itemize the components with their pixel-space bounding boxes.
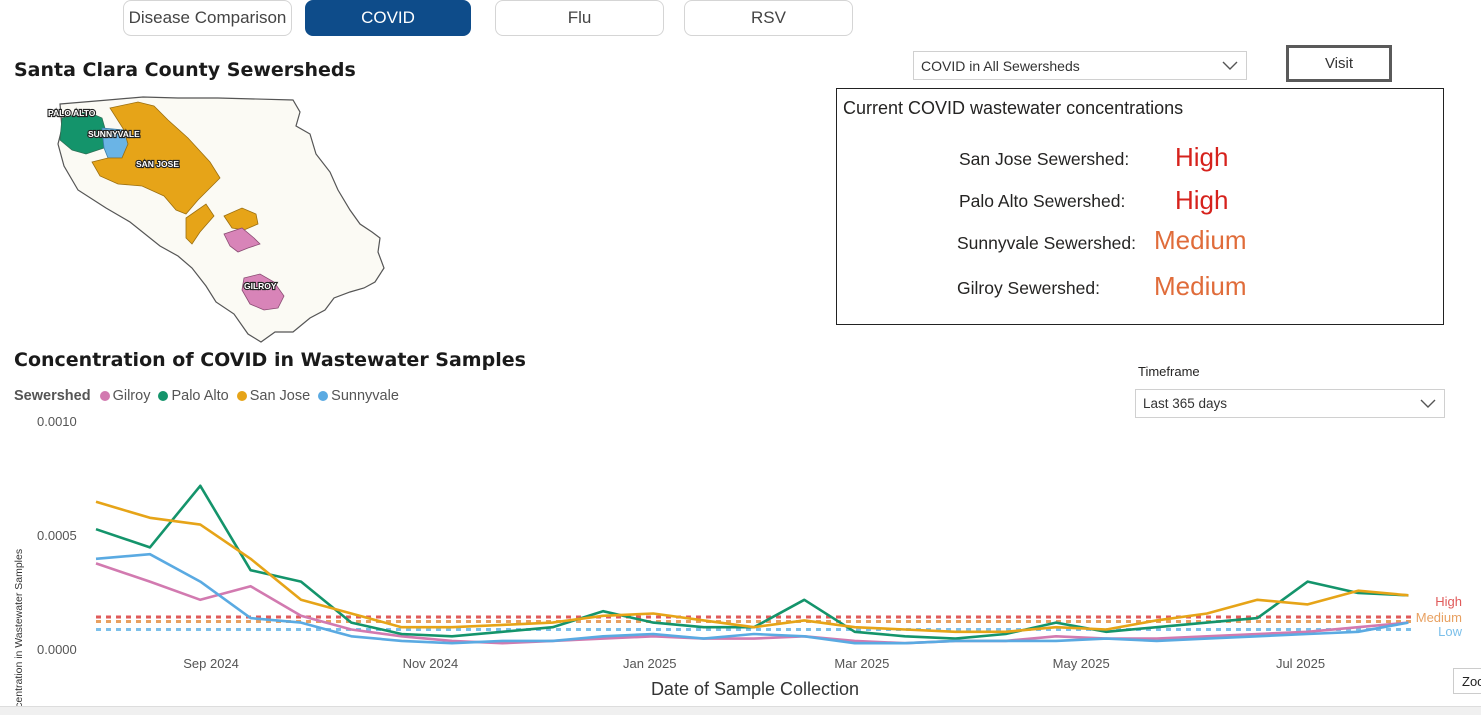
sunnyvale-level: Medium [1154, 225, 1247, 255]
gilroy-north-region[interactable] [223, 227, 261, 253]
x-tick-label: May 2025 [1053, 656, 1110, 671]
sunnyvale-label: Sunnyvale Sewershed: [957, 233, 1136, 253]
palo-alto-label: Palo Alto Sewershed: [959, 191, 1126, 211]
legend-item-palo-alto[interactable]: Palo Alto [158, 388, 229, 404]
x-tick-label: Jul 2025 [1276, 656, 1325, 671]
san-jose-east-region[interactable] [185, 203, 215, 245]
san-jose-region[interactable] [91, 101, 221, 215]
legend-label-palo-alto: Palo Alto [171, 388, 229, 404]
legend-dot-san-jose [236, 391, 247, 401]
legend-item-gilroy[interactable]: Gilroy [99, 388, 151, 404]
gilroy-label: Gilroy Sewershed: [957, 278, 1100, 298]
map-title: Santa Clara County Sewersheds [14, 59, 356, 81]
chevron-down-icon [1222, 61, 1238, 70]
series-line-sunnyvale [95, 552, 1409, 645]
map-label-palo-alto: PALO ALTO [48, 108, 96, 118]
gilroy-level: Medium [1154, 271, 1247, 301]
legend-item-sunnyvale[interactable]: Sunnyvale [318, 388, 399, 404]
current-concentrations-panel: Current COVID wastewater concentrations … [836, 88, 1444, 325]
y-tick-label: 0.0010 [37, 414, 77, 429]
chart-legend: Sewershed Gilroy Palo Alto San Jose Sunn… [14, 388, 403, 404]
legend-dot-gilroy [99, 391, 110, 401]
san-jose-south-region[interactable] [223, 207, 259, 231]
series-line-san-jose [95, 500, 1409, 634]
palo-alto-level: High [1175, 185, 1229, 215]
sewershed-map: PALO ALTO SUNNYVALE SAN JOSE GILROY [47, 96, 385, 343]
current-concentrations-title: Current COVID wastewater concentrations [843, 98, 1184, 118]
san-jose-level: High [1175, 142, 1229, 172]
chevron-down-icon [1420, 399, 1436, 408]
timeframe-select-value: Last 365 days [1143, 396, 1228, 411]
legend-dot-palo-alto [158, 391, 169, 401]
legend-dot-sunnyvale [318, 391, 329, 401]
tab-rsv[interactable]: RSV [684, 0, 853, 36]
horizontal-scrollbar[interactable] [0, 706, 1481, 715]
tab-flu[interactable]: Flu [495, 0, 664, 36]
legend-title: Sewershed [14, 388, 91, 404]
series-line-palo-alto [95, 484, 1409, 640]
wastewater-line-chart: Concentration in Wastewater Samples 0.00… [13, 414, 1463, 706]
tab-covid[interactable]: COVID [305, 0, 471, 36]
legend-label-san-jose: San Jose [249, 388, 311, 404]
zoom-control[interactable]: Zoo [1453, 668, 1481, 694]
sewershed-select[interactable]: COVID in All Sewersheds [913, 51, 1247, 80]
timeframe-label: Timeframe [1138, 364, 1200, 379]
threshold-label-medium: Medium [1416, 610, 1462, 625]
tab-disease-comparison[interactable]: Disease Comparison [123, 0, 292, 36]
series-line-gilroy [95, 562, 1409, 645]
legend-label-gilroy: Gilroy [112, 388, 151, 404]
legend-item-san-jose[interactable]: San Jose [236, 388, 311, 404]
x-axis-title: Date of Sample Collection [651, 679, 859, 699]
y-tick-label: 0.0005 [37, 528, 77, 543]
chart-title: Concentration of COVID in Wastewater Sam… [14, 349, 526, 371]
gilroy-region[interactable] [241, 273, 285, 311]
sewershed-select-value: COVID in All Sewersheds [921, 57, 1080, 74]
visit-button[interactable]: Visit [1286, 45, 1392, 82]
y-axis-title: Concentration in Wastewater Samples [13, 549, 25, 706]
threshold-label-high: High [1435, 594, 1462, 609]
legend-label-sunnyvale: Sunnyvale [331, 388, 399, 404]
map-label-sunnyvale: SUNNYVALE [88, 129, 140, 139]
map-label-san-jose: SAN JOSE [136, 159, 179, 169]
san-jose-label: San Jose Sewershed: [959, 149, 1130, 169]
threshold-label-low: Low [1438, 624, 1462, 639]
x-tick-label: Jan 2025 [623, 656, 677, 671]
y-tick-label: 0.0000 [37, 642, 77, 657]
timeframe-select[interactable]: Last 365 days [1135, 389, 1445, 418]
x-tick-label: Nov 2024 [403, 656, 459, 671]
x-tick-label: Mar 2025 [834, 656, 889, 671]
map-label-gilroy: GILROY [244, 281, 277, 291]
x-tick-label: Sep 2024 [183, 656, 239, 671]
